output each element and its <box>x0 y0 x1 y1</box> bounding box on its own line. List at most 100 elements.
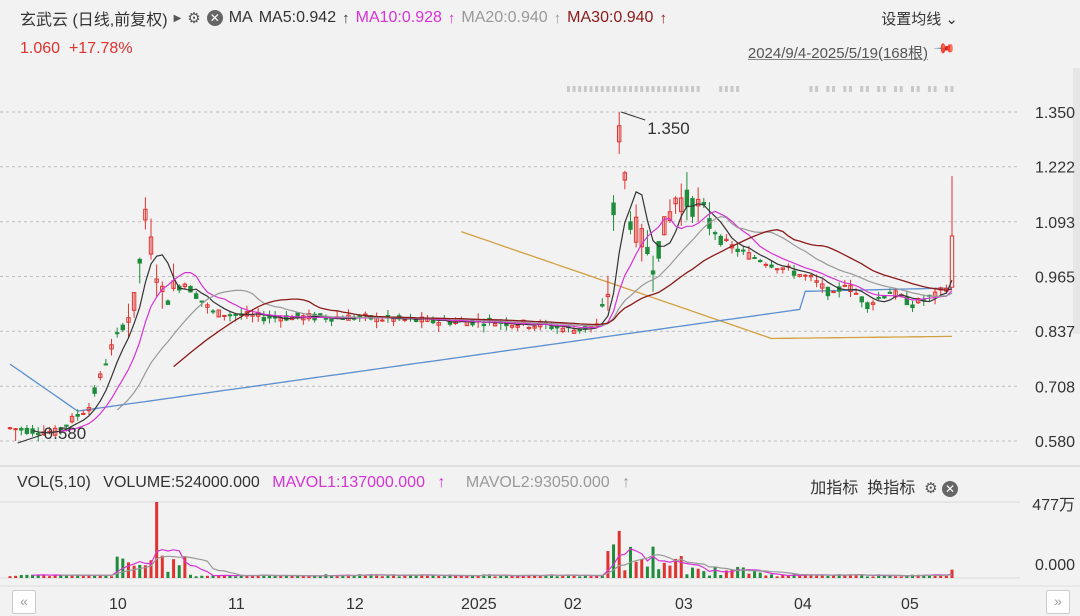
candle-body <box>171 280 176 289</box>
volume-bar <box>741 567 745 578</box>
candle-body <box>695 198 701 207</box>
volume-bar <box>301 576 305 578</box>
stock-title: 玄武云 (日线,前复权) <box>20 12 168 29</box>
candle-body <box>509 324 515 328</box>
candle-body <box>81 412 86 415</box>
volume-bar <box>414 574 418 578</box>
x-tick-label: 03 <box>675 596 693 613</box>
volume-bar <box>798 575 802 578</box>
expand-triangle-icon[interactable]: ▶ <box>173 12 182 24</box>
signal-marker <box>860 86 864 92</box>
volume-bar <box>47 576 51 578</box>
signal-marker <box>583 86 587 92</box>
candle-body <box>910 304 915 309</box>
volume-tick-labels: 477万 0.000 <box>1032 497 1075 574</box>
volume-bar <box>674 558 678 578</box>
gear-icon[interactable]: ⚙ <box>187 10 201 27</box>
chevron-down-icon: ⌄ <box>945 11 958 28</box>
date-range[interactable]: 2024/9/4-2025/5/19(168根) <box>747 45 928 62</box>
volume-bar <box>764 575 768 578</box>
current-price: 1.060 <box>20 40 61 57</box>
candle-body <box>436 322 441 326</box>
candle-body <box>797 274 802 278</box>
volume-bar <box>245 575 249 578</box>
add-indicator-button[interactable]: 加指标 <box>810 480 859 497</box>
candle-body <box>75 413 80 417</box>
volume-bar <box>81 576 85 578</box>
candle-body <box>560 327 565 333</box>
scroll-right-button[interactable]: » <box>1046 590 1070 614</box>
volume-bar <box>31 574 35 578</box>
volume-bar <box>848 574 852 578</box>
signal-marker <box>809 86 813 92</box>
ma-settings-button[interactable]: 设置均线 ⌄ <box>881 8 958 29</box>
volume-bar <box>927 575 931 578</box>
close-icon[interactable]: ✕ <box>942 480 958 497</box>
scroll-left-button[interactable]: « <box>12 590 36 614</box>
volume-bar <box>730 569 734 578</box>
candle-body <box>58 427 63 431</box>
volume-value: VOLUME:524000.000 <box>103 474 260 491</box>
candle-body <box>577 329 582 332</box>
candle-body <box>650 270 656 275</box>
volume-bar <box>820 574 824 578</box>
vol-label: VOL(5,10) <box>17 474 91 491</box>
y-tick-label: 1.350 <box>1035 105 1075 122</box>
signal-marker <box>724 86 728 92</box>
x-tick-label: 11 <box>228 596 245 613</box>
volume-bar <box>724 570 728 578</box>
candle-body <box>746 252 752 260</box>
volume-bar <box>251 575 255 578</box>
candle-body <box>673 197 678 205</box>
volume-bar <box>691 567 695 578</box>
volume-bar <box>781 574 785 578</box>
volume-bar <box>98 574 102 578</box>
candle-body <box>233 313 238 316</box>
volume-bars <box>8 502 954 578</box>
signal-marker <box>843 86 847 92</box>
volume-header: VOL(5,10) VOLUME:524000.000 MAVOL1:13700… <box>17 474 646 492</box>
signal-marker <box>595 86 599 92</box>
candle-body <box>131 292 137 311</box>
volume-bar <box>8 576 12 578</box>
volume-bar <box>431 575 435 578</box>
volume-bar <box>905 576 909 578</box>
volume-bar <box>335 576 339 578</box>
volume-bar <box>76 575 80 578</box>
x-tick-label: 04 <box>794 596 812 613</box>
volume-bar <box>865 576 869 578</box>
volume-bar <box>696 568 700 578</box>
volume-bar <box>493 576 497 578</box>
volume-bar <box>685 574 689 578</box>
volume-bar <box>882 575 886 578</box>
volume-bar <box>550 574 554 578</box>
volume-bar <box>510 575 514 578</box>
ma5-arrow-icon: ↑ <box>342 9 350 27</box>
candle-body <box>19 427 24 431</box>
candle-body <box>13 428 18 431</box>
ma120-line <box>461 230 952 340</box>
volume-bar <box>318 575 322 578</box>
y-tick-label: 1.093 <box>1035 215 1075 232</box>
close-icon[interactable]: ✕ <box>206 10 223 26</box>
signal-marker <box>566 86 570 92</box>
volume-bar <box>14 575 18 578</box>
signal-marker <box>657 86 661 92</box>
scrollbar[interactable] <box>1073 68 1080 334</box>
candle-body <box>69 415 75 423</box>
signal-marker <box>911 86 915 92</box>
volume-bar <box>200 575 204 578</box>
candle-body <box>380 319 385 322</box>
volume-bar <box>933 574 937 578</box>
volume-bar <box>279 575 283 578</box>
volume-bar <box>516 576 520 578</box>
candle-body <box>600 304 605 307</box>
candle-body <box>808 274 814 278</box>
candle-body <box>876 296 881 299</box>
gear-icon[interactable]: ⚙ <box>924 480 938 497</box>
volume-bar <box>826 575 830 578</box>
switch-indicator-button[interactable]: 换指标 <box>867 480 916 497</box>
candle-body <box>165 300 171 305</box>
signal-marker <box>927 86 931 92</box>
